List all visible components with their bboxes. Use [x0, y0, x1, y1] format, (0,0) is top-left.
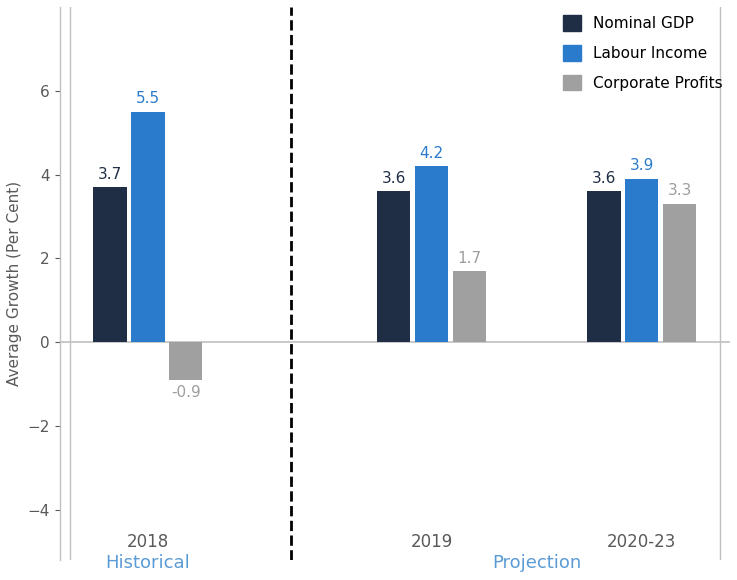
Y-axis label: Average Growth (Per Cent): Average Growth (Per Cent): [7, 181, 22, 386]
Bar: [663, 204, 696, 342]
Text: Historical: Historical: [105, 554, 190, 572]
Bar: [131, 112, 164, 342]
Legend: Nominal GDP, Labour Income, Corporate Profits: Nominal GDP, Labour Income, Corporate Pr…: [556, 9, 729, 97]
Bar: [94, 187, 127, 342]
Bar: [587, 191, 621, 342]
Text: 3.3: 3.3: [668, 183, 692, 198]
Text: 3.6: 3.6: [592, 171, 616, 186]
Bar: [415, 166, 448, 342]
Text: 5.5: 5.5: [136, 91, 160, 106]
Bar: [453, 271, 486, 342]
Text: 3.7: 3.7: [98, 166, 122, 182]
Text: 2018: 2018: [127, 533, 169, 551]
Text: 3.9: 3.9: [629, 158, 654, 173]
Text: Projection: Projection: [492, 554, 581, 572]
Text: 3.6: 3.6: [382, 171, 406, 186]
Bar: [377, 191, 411, 342]
Text: 2019: 2019: [411, 533, 453, 551]
Text: 4.2: 4.2: [419, 146, 444, 161]
Text: 2020-23: 2020-23: [607, 533, 677, 551]
Text: 1.7: 1.7: [458, 251, 481, 266]
Bar: [625, 179, 658, 342]
Bar: [169, 342, 203, 380]
Text: -0.9: -0.9: [171, 385, 200, 400]
